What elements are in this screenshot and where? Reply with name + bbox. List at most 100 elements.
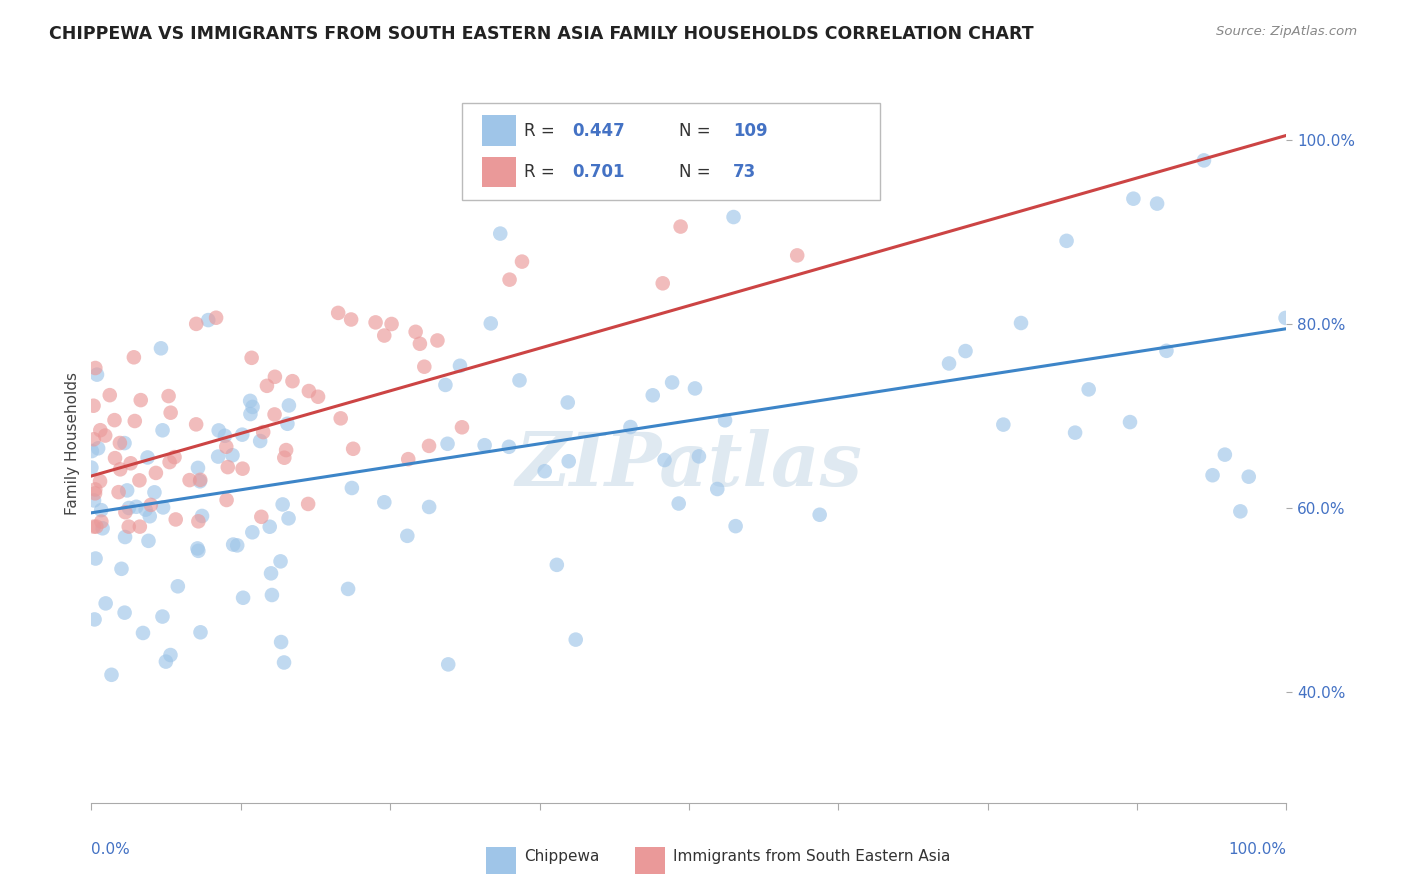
Point [163,450,186,464]
Point [329,411,352,425]
Point [221,448,243,462]
Point [217,460,239,475]
Point [340,312,363,326]
Point [373,328,395,343]
Point [723,210,745,224]
Point [242,400,264,414]
Point [179,473,201,487]
Point [159,406,181,420]
Point [273,656,295,670]
Point [651,277,673,291]
Point [263,408,285,422]
Point [100,667,122,681]
Point [124,414,146,428]
Point [342,442,364,456]
Point [152,609,174,624]
Point [138,509,160,524]
Point [83,493,105,508]
Point [396,452,419,467]
Point [215,440,238,454]
Point [298,384,321,398]
Text: ZIPatlas: ZIPatlas [516,429,862,501]
Point [328,306,350,320]
Point [232,591,254,605]
Point [426,334,449,348]
Point [90,515,112,529]
Point [557,395,579,409]
Point [714,413,737,427]
Point [373,495,395,509]
Point [557,454,579,468]
Point [84,486,107,500]
Point [688,450,710,464]
Text: Chippewa: Chippewa [524,849,599,864]
Point [226,538,249,552]
Point [239,393,262,408]
Point [155,655,177,669]
Point [89,474,111,488]
Point [270,554,292,568]
Point [668,496,690,510]
Point [83,519,105,533]
Point [187,514,209,528]
Point [186,417,208,432]
Point [437,657,460,672]
Point [546,558,568,572]
Point [110,562,132,576]
Point [129,393,152,408]
Point [114,530,136,544]
Point [232,461,254,475]
Point [451,420,474,434]
Point [1056,234,1078,248]
Point [654,453,676,467]
Point [107,485,129,500]
Text: R =: R = [524,163,560,181]
Point [152,500,174,515]
Point [489,227,512,241]
Point [297,497,319,511]
Point [270,635,292,649]
Point [214,429,236,443]
Point [434,378,457,392]
Point [138,533,160,548]
Point [240,525,263,540]
Point [94,428,117,442]
Point [479,317,502,331]
Point [103,413,125,427]
Point [152,423,174,437]
Point [277,511,299,525]
Point [533,464,555,478]
Point [139,498,162,512]
Point [222,537,245,551]
Point [208,424,231,438]
Point [508,373,530,387]
Point [436,437,458,451]
Point [191,508,214,523]
Point [143,485,166,500]
Point [118,519,141,533]
Point [122,351,145,365]
Point [159,455,181,469]
Point [165,512,187,526]
Text: N =: N = [679,121,716,139]
Point [405,325,427,339]
Point [197,313,219,327]
Point [128,519,150,533]
Point [669,219,692,234]
Point [80,444,103,458]
Point [84,483,107,497]
Text: 100.0%: 100.0% [1229,842,1286,857]
Point [187,461,209,475]
Point [115,483,138,498]
Point [1064,425,1087,440]
Point [683,381,706,395]
Point [132,626,155,640]
Point [564,632,586,647]
Point [1077,383,1099,397]
Text: N =: N = [679,163,716,181]
Point [240,351,263,365]
Point [188,475,211,489]
Point [186,317,208,331]
Point [307,390,329,404]
Point [264,369,287,384]
